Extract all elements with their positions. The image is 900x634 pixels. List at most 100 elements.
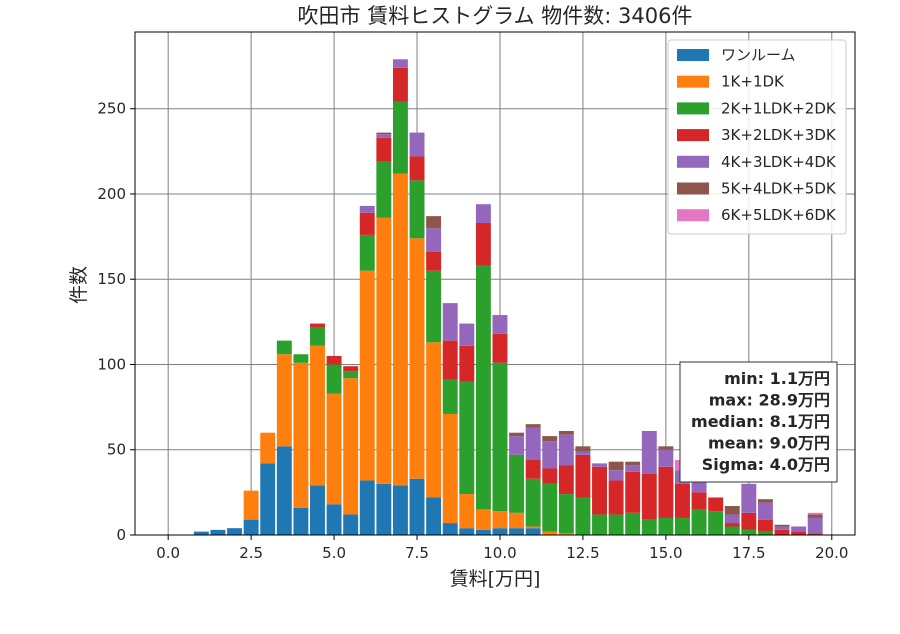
x-tick-label: 2.5 xyxy=(239,544,263,562)
bar-segment-4 xyxy=(343,366,359,372)
plot-frame xyxy=(134,31,856,536)
bar-segment-3 xyxy=(575,497,591,535)
bar-segment-3 xyxy=(658,517,674,535)
bar-segment-1 xyxy=(376,483,392,535)
bar-segment-3 xyxy=(641,519,657,535)
bar-segment-4 xyxy=(409,156,425,181)
bar-segment-1 xyxy=(343,514,359,535)
bar-segment-1 xyxy=(426,497,442,535)
bar-segment-5 xyxy=(592,463,607,467)
bar-segment-3 xyxy=(376,161,392,218)
bar-segment-4 xyxy=(741,512,757,530)
bar-segment-5 xyxy=(625,465,641,472)
stats-line: min: 1.1万円 xyxy=(724,369,830,388)
y-tick-label: 0 xyxy=(116,526,126,544)
bar-segment-5 xyxy=(757,502,773,520)
bar-segment-1 xyxy=(392,485,408,535)
bar-segment-6 xyxy=(376,132,392,135)
bar-segment-2 xyxy=(492,511,508,529)
x-tick-label: 7.5 xyxy=(405,544,429,562)
legend-label: 6K+5LDK+6DK xyxy=(721,206,837,224)
bar-segment-2 xyxy=(276,354,292,447)
bar-segment-1 xyxy=(492,528,508,535)
bar-segment-7 xyxy=(807,512,823,515)
bar-segment-2 xyxy=(459,494,475,529)
bar-segment-1 xyxy=(276,446,292,535)
legend-label: 5K+4LDK+5DK xyxy=(721,180,837,198)
bar-segment-4 xyxy=(691,492,707,510)
bar-segment-3 xyxy=(343,371,359,379)
bar-segment-4 xyxy=(326,355,342,365)
bar-segment-5 xyxy=(525,427,541,460)
bar-segment-6 xyxy=(575,446,591,452)
bar-segment-4 xyxy=(558,465,574,495)
bar-segment-4 xyxy=(608,480,624,515)
bar-segment-3 xyxy=(426,270,442,343)
bar-segment-5 xyxy=(575,451,591,455)
bar-segment-1 xyxy=(227,528,243,535)
bar-segment-4 xyxy=(376,137,392,162)
bar-segment-4 xyxy=(459,345,475,382)
bar-segment-3 xyxy=(475,265,491,510)
bar-segment-4 xyxy=(757,519,773,532)
bar-segment-1 xyxy=(475,529,491,535)
legend-swatch xyxy=(677,155,709,168)
x-tick-label: 0.0 xyxy=(156,544,180,562)
bar-segment-5 xyxy=(641,430,657,474)
stats-line: median: 8.1万円 xyxy=(691,412,830,431)
bar-segment-1 xyxy=(359,480,375,535)
bar-segment-5 xyxy=(459,323,475,346)
bar-segment-3 xyxy=(558,494,574,534)
bar-segment-2 xyxy=(525,526,541,529)
x-tick-label: 20.0 xyxy=(815,544,848,562)
bar-segment-3 xyxy=(442,379,458,414)
bar-segment-5 xyxy=(724,514,740,524)
bar-segment-3 xyxy=(409,180,425,239)
y-axis-title: 件数 xyxy=(68,266,90,304)
bar-segment-4 xyxy=(525,459,541,479)
bar-segment-3 xyxy=(691,509,707,535)
bar-segment-4 xyxy=(542,468,558,484)
bar-segment-4 xyxy=(724,523,740,527)
bar-segment-3 xyxy=(459,381,475,495)
bar-segment-2 xyxy=(343,378,359,515)
bar-segment-6 xyxy=(558,430,574,435)
x-tick-label: 10.0 xyxy=(483,544,516,562)
bar-segment-5 xyxy=(509,436,525,455)
y-tick-label: 150 xyxy=(97,270,126,288)
bar-segment-1 xyxy=(310,485,325,535)
bar-segment-5 xyxy=(608,470,624,481)
bar-segment-5 xyxy=(359,205,375,213)
bar-segment-3 xyxy=(359,234,375,271)
stats-line: max: 28.9万円 xyxy=(709,391,830,410)
bar-segment-2 xyxy=(376,217,392,484)
legend-swatch xyxy=(677,129,709,142)
legend-label: 1K+1DK xyxy=(721,73,785,91)
bar-segment-1 xyxy=(326,504,342,535)
bar-segment-4 xyxy=(658,466,674,518)
bar-segment-2 xyxy=(293,362,309,508)
bar-segment-6 xyxy=(774,524,790,527)
bar-segment-2 xyxy=(442,413,458,524)
bar-segment-3 xyxy=(492,362,508,512)
bar-segment-3 xyxy=(392,101,408,174)
stats-box: min: 1.1万円 max: 28.9万円 median: 8.1万円 mean: … xyxy=(679,361,838,483)
bar-segment-5 xyxy=(376,134,392,138)
bar-segment-3 xyxy=(708,511,724,535)
bar-segment-6 xyxy=(807,514,823,518)
x-tick-label: 17.5 xyxy=(732,544,765,562)
legend: ワンルーム 1K+1DK 2K+1LDK+2DK 3K+2LDK+3DK 4K+3LDK… xyxy=(667,39,847,235)
bar-segment-2 xyxy=(260,432,276,464)
bar-segment-3 xyxy=(625,512,641,535)
bar-segment-4 xyxy=(641,473,657,520)
bar-segment-6 xyxy=(625,461,641,466)
bar-segment-5 xyxy=(791,526,807,532)
bar-segment-5 xyxy=(409,132,425,157)
bar-segment-6 xyxy=(608,461,624,471)
bar-segment-3 xyxy=(542,483,558,532)
stats-frame xyxy=(679,361,838,483)
x-tick-label: 5.0 xyxy=(322,544,346,562)
bar-segment-6 xyxy=(542,436,558,442)
bar-segment-1 xyxy=(260,463,276,535)
bar-segment-3 xyxy=(675,517,690,535)
